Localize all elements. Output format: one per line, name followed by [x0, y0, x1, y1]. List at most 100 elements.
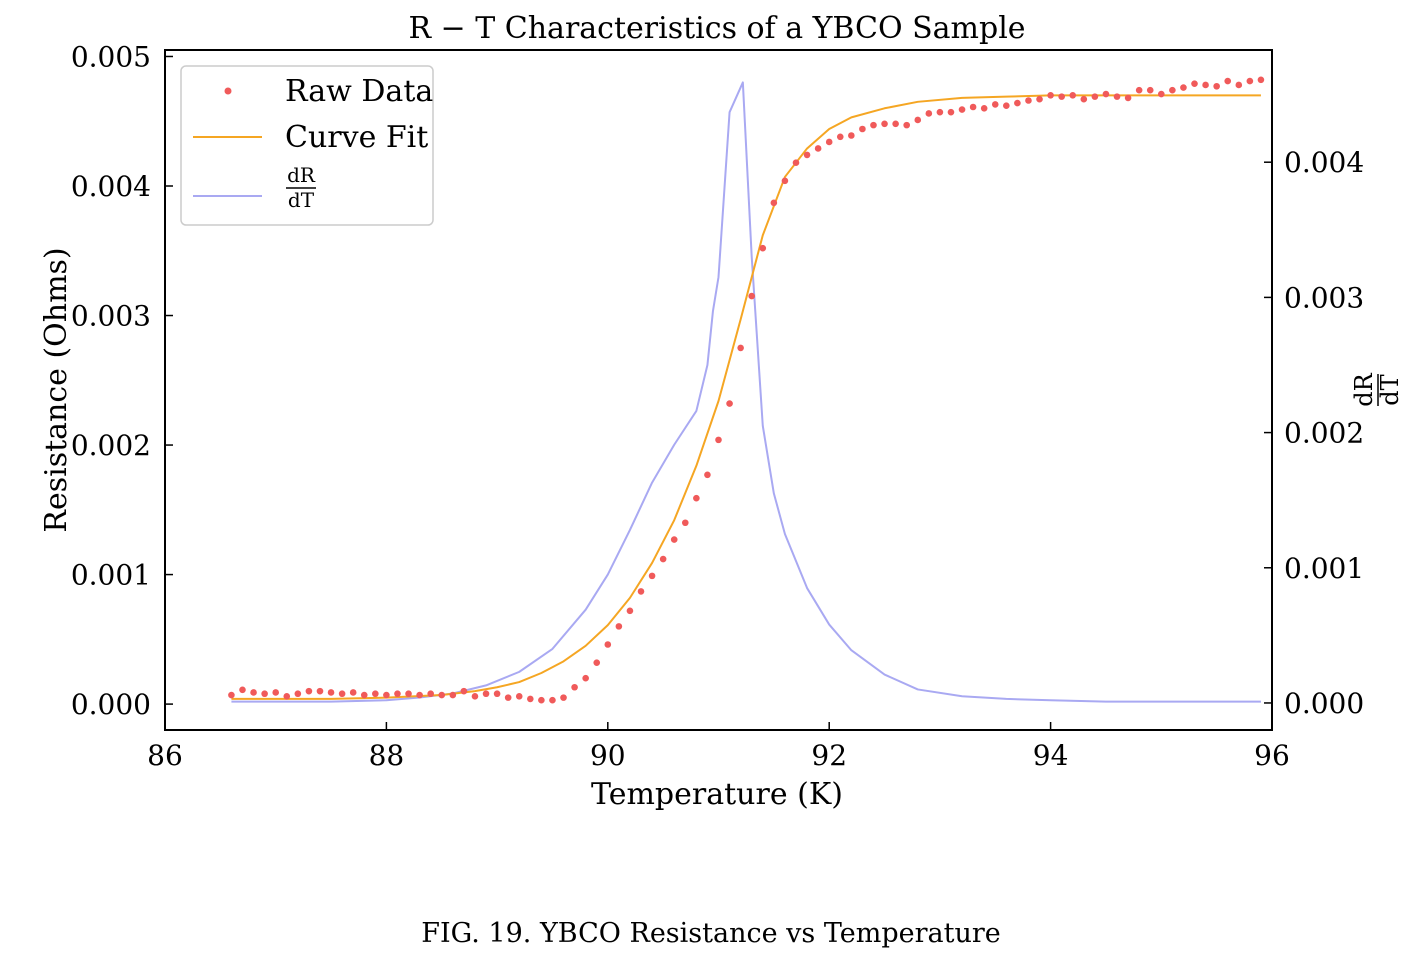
raw-data-point: [781, 177, 789, 185]
x-tick-label: 92: [811, 739, 847, 772]
legend: Raw Data Curve Fit dR dT: [180, 65, 434, 226]
raw-data-point: [438, 691, 446, 699]
raw-data-point: [859, 125, 866, 133]
raw-data-point: [571, 683, 578, 691]
figure-caption: FIG. 19. YBCO Resistance vs Temperature: [421, 918, 1001, 949]
raw-data-point: [991, 101, 999, 108]
y-tick-label: 0.004: [71, 170, 151, 203]
raw-data-point: [549, 696, 556, 704]
raw-data-point: [659, 555, 667, 563]
raw-data-point: [394, 690, 401, 698]
raw-data-point: [493, 690, 501, 698]
y-axis-right-label-denominator: dT: [1376, 374, 1404, 405]
chart: R − T Characteristics of a YBCO Sample 8…: [39, 11, 1404, 812]
raw-data-point: [1191, 80, 1198, 87]
raw-data-point: [471, 693, 479, 700]
raw-data-point: [936, 108, 944, 116]
raw-data-point: [1003, 102, 1010, 109]
y-right-tick-label: 0.004: [1284, 146, 1364, 179]
raw-data-point: [1224, 77, 1232, 85]
raw-data-point: [316, 687, 324, 695]
raw-data-point: [305, 687, 313, 695]
raw-data-point: [925, 110, 933, 117]
raw-data-point: [737, 344, 744, 352]
raw-data-point: [460, 687, 468, 695]
raw-data-point: [1213, 82, 1220, 90]
legend-raw-data-label: Raw Data: [285, 74, 433, 109]
y-axis-right-label-numerator: dR: [1350, 372, 1378, 406]
raw-data-point: [515, 693, 523, 700]
x-axis-label: Temperature (K): [591, 777, 843, 812]
y-axis-right-label: dR dT: [1350, 372, 1404, 406]
raw-data-point: [372, 690, 379, 698]
raw-data-point: [294, 690, 302, 698]
raw-data-point: [1058, 93, 1065, 100]
raw-data-point: [1069, 92, 1077, 99]
raw-data-point: [538, 696, 545, 704]
raw-data-point: [836, 133, 844, 141]
legend-derivative-label-numerator: dR: [287, 163, 316, 187]
legend-derivative-label-denominator: dT: [288, 188, 315, 212]
raw-data-point: [969, 103, 977, 111]
raw-data-point: [1025, 97, 1032, 104]
raw-data-point: [914, 116, 922, 124]
raw-data-point: [704, 471, 711, 479]
raw-data-point: [892, 120, 899, 128]
y-axis-right: 0.000 0.001 0.002 0.003 0.004: [1264, 146, 1364, 720]
raw-data-point: [870, 121, 877, 129]
raw-data-point: [615, 623, 623, 630]
raw-data-point: [1102, 90, 1110, 98]
raw-data-point: [272, 689, 280, 696]
raw-data-point: [814, 145, 822, 152]
raw-data-point: [327, 689, 335, 696]
raw-data-point: [803, 151, 811, 159]
raw-data-point: [250, 689, 257, 696]
raw-data-point: [1080, 95, 1088, 103]
raw-data-point: [405, 690, 412, 698]
raw-data-point: [958, 106, 966, 113]
raw-data-point: [1235, 81, 1243, 89]
legend-raw-data-marker: [224, 87, 232, 95]
raw-data-point: [582, 674, 589, 682]
raw-data-point: [715, 436, 722, 444]
raw-data-point: [560, 694, 567, 701]
x-tick-label: 96: [1254, 739, 1290, 772]
raw-data-point: [1047, 92, 1054, 99]
raw-data-point: [360, 691, 368, 699]
y-right-tick-label: 0.000: [1284, 687, 1364, 720]
raw-data-point: [338, 690, 346, 698]
raw-data-point: [637, 588, 645, 595]
raw-data-point: [1202, 81, 1209, 89]
raw-data-point: [1158, 90, 1165, 98]
raw-data-point: [726, 400, 733, 407]
x-tick-label: 94: [1033, 739, 1069, 772]
raw-data-point: [1014, 99, 1021, 107]
raw-data-point: [881, 120, 888, 128]
y-tick-label: 0.001: [71, 559, 151, 592]
raw-data-point: [792, 159, 800, 166]
raw-data-point: [604, 641, 612, 648]
y-tick-label: 0.002: [71, 429, 151, 462]
raw-data-point: [903, 121, 910, 129]
raw-data-point: [648, 572, 656, 580]
legend-derivative-label: dR dT: [286, 163, 316, 212]
raw-data-point: [1124, 94, 1132, 102]
raw-data-point: [1091, 93, 1099, 100]
raw-data-point: [681, 519, 689, 527]
raw-data-point: [427, 690, 434, 698]
raw-data-point: [283, 693, 291, 700]
raw-data-point: [383, 691, 390, 699]
x-axis: 86 88 90 92 94 96: [147, 722, 1290, 772]
raw-data-point: [848, 132, 855, 139]
y-tick-label: 0.000: [71, 688, 151, 721]
raw-data-point: [482, 690, 490, 698]
y-axis-left: 0.000 0.001 0.002 0.003 0.004 0.005: [71, 40, 173, 721]
raw-data-point: [1169, 86, 1176, 94]
raw-data-point: [748, 292, 756, 300]
raw-data-point: [1246, 77, 1254, 85]
raw-data-point: [670, 536, 678, 543]
x-tick-label: 90: [590, 739, 626, 772]
raw-data-point: [1146, 86, 1154, 94]
raw-data-point: [626, 607, 634, 615]
raw-data-point: [947, 108, 955, 116]
